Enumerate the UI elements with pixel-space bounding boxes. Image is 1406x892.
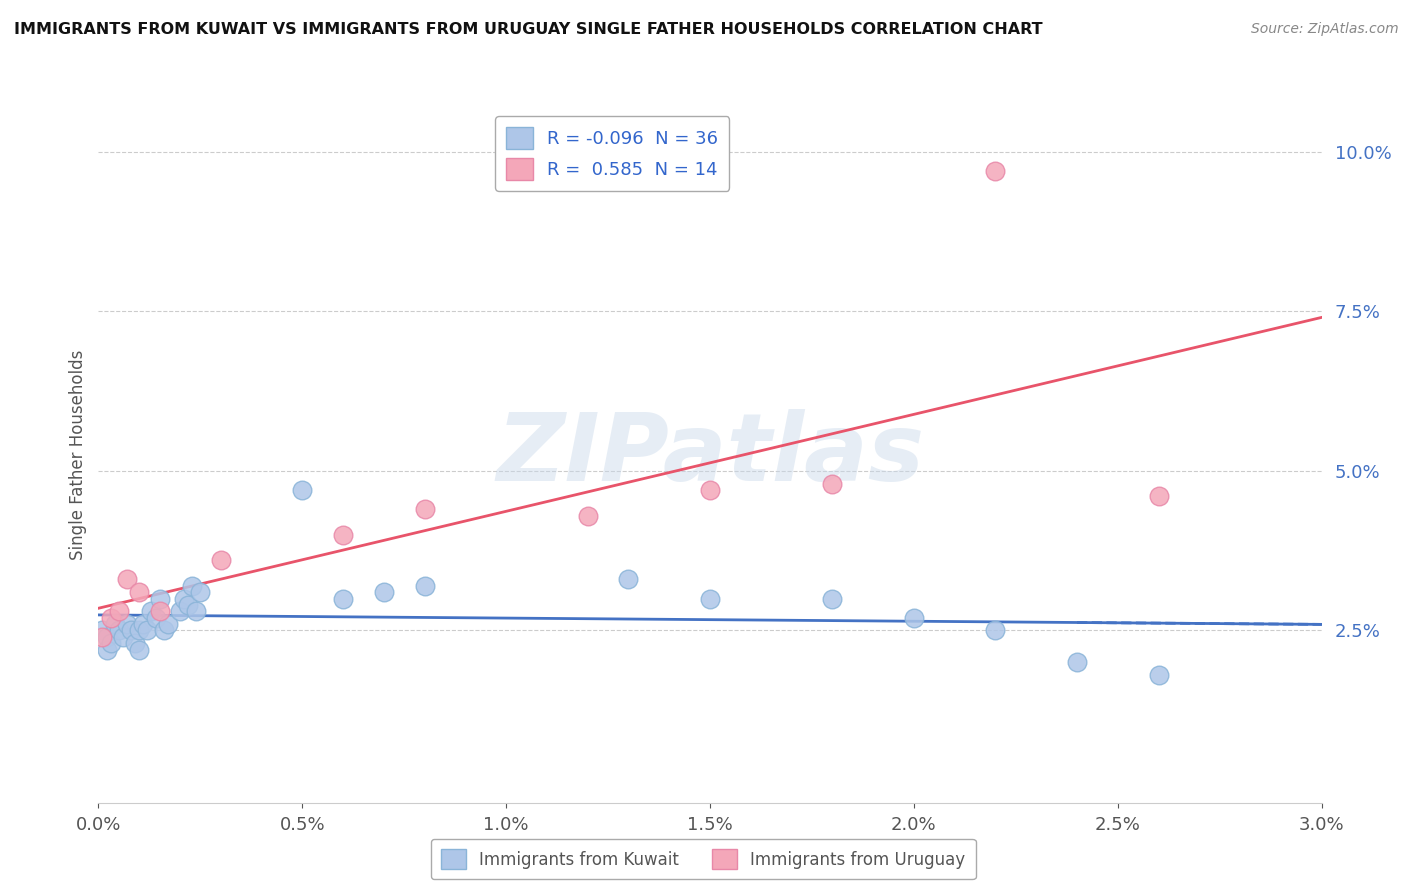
Point (152, 624, 174, 638)
Point (124, 636, 146, 650)
Point (181, 579, 204, 593)
Text: Source: ZipAtlas.com: Source: ZipAtlas.com (1251, 22, 1399, 37)
Point (91, 624, 114, 638)
Point (209, 553, 232, 567)
Legend: Immigrants from Kuwait, Immigrants from Uruguay: Immigrants from Kuwait, Immigrants from … (430, 838, 976, 880)
Point (96, 630, 118, 644)
Point (149, 591, 172, 606)
Point (413, 579, 436, 593)
Point (128, 642, 150, 657)
Point (903, 610, 925, 624)
Point (1147, 490, 1170, 504)
Point (96, 642, 118, 657)
Point (108, 624, 131, 638)
Point (188, 585, 212, 599)
Point (373, 585, 395, 599)
Point (115, 573, 138, 587)
Point (156, 617, 179, 632)
Point (100, 610, 122, 624)
Point (132, 617, 155, 632)
Point (91, 630, 114, 644)
Point (413, 502, 436, 516)
Point (136, 624, 159, 638)
Point (108, 604, 131, 618)
Point (984, 164, 1007, 178)
Point (104, 617, 127, 632)
Point (186, 604, 208, 618)
Text: ZIPatlas: ZIPatlas (496, 409, 924, 501)
Point (699, 483, 721, 497)
Point (115, 617, 138, 632)
Point (332, 591, 354, 606)
Point (291, 483, 314, 497)
Point (145, 610, 167, 624)
Point (1066, 656, 1088, 670)
Point (100, 636, 122, 650)
Point (821, 591, 844, 606)
Point (699, 591, 721, 606)
Text: IMMIGRANTS FROM KUWAIT VS IMMIGRANTS FROM URUGUAY SINGLE FATHER HOUSEHOLDS CORRE: IMMIGRANTS FROM KUWAIT VS IMMIGRANTS FRO… (14, 22, 1043, 37)
Legend: R = -0.096  N = 36, R =  0.585  N = 14: R = -0.096 N = 36, R = 0.585 N = 14 (495, 116, 730, 191)
Point (576, 508, 599, 523)
Point (177, 598, 200, 612)
Point (173, 591, 195, 606)
Point (141, 604, 163, 618)
Point (128, 624, 150, 638)
Point (1147, 668, 1170, 682)
Y-axis label: Single Father Households: Single Father Households (69, 350, 87, 560)
Point (169, 604, 191, 618)
Point (128, 585, 150, 599)
Point (111, 630, 134, 644)
Point (821, 476, 844, 491)
Point (617, 573, 640, 587)
Point (120, 624, 142, 638)
Point (984, 624, 1007, 638)
Point (149, 604, 172, 618)
Point (332, 527, 354, 541)
